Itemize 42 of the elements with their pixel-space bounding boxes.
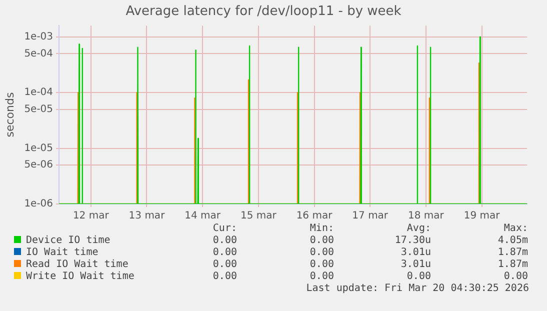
x-tick-label: 15 mar: [240, 210, 278, 222]
y-tick-label: 5e-04: [24, 48, 54, 60]
text: 0.00: [212, 235, 237, 247]
text: 0.00: [212, 259, 237, 271]
x-tick-label: 16 mar: [296, 210, 334, 222]
x-tick-label: 17 mar: [352, 210, 389, 222]
y-tick-label: 5e-06: [24, 160, 54, 171]
legend-label: Device IO time: [26, 235, 110, 246]
text: 1.87m: [496, 259, 528, 271]
text: 0.00: [308, 247, 334, 259]
x-tick-label: 18 mar: [408, 210, 445, 222]
legend-label: Read IO Wait time: [26, 259, 128, 270]
text: Min:: [308, 223, 334, 235]
text: Cur:: [212, 223, 237, 235]
text: 0.00: [502, 271, 528, 283]
y-tick-label: 1e-06: [24, 198, 54, 210]
text: Avg:: [406, 223, 431, 235]
y-tick-label: 1e-04: [24, 87, 54, 98]
text: 17.30u: [394, 235, 431, 247]
legend-label: Write IO Wait time: [26, 271, 134, 282]
x-tick-label: 12 mar: [72, 210, 110, 222]
y-axis-title: seconds: [3, 92, 16, 138]
text: 0.00: [308, 259, 334, 271]
x-tick-label: 19 mar: [464, 210, 501, 222]
y-tick-label: 1e-05: [24, 142, 54, 154]
text: 0.00: [406, 271, 431, 283]
text: 0.00: [308, 271, 334, 283]
text: 1.87m: [496, 247, 528, 259]
x-tick-label: 13 mar: [128, 210, 166, 222]
text: 0.00: [212, 271, 237, 283]
text: Max:: [502, 223, 528, 235]
y-tick-label: 1e-03: [24, 32, 54, 43]
chart-title: Average latency for /dev/loop11 - by week: [126, 4, 402, 20]
text: Last update: Fri Mar 20 04:30:25 2026: [305, 283, 530, 295]
text: 4.05m: [496, 235, 528, 247]
text: 0.00: [308, 235, 334, 247]
legend-label: IO Wait time: [26, 247, 98, 258]
y-tick-label: 5e-05: [24, 104, 54, 115]
x-tick-label: 14 mar: [184, 210, 222, 222]
text: 3.01u: [400, 247, 431, 259]
text: 0.00: [212, 247, 237, 259]
text: 3.01u: [400, 259, 431, 271]
